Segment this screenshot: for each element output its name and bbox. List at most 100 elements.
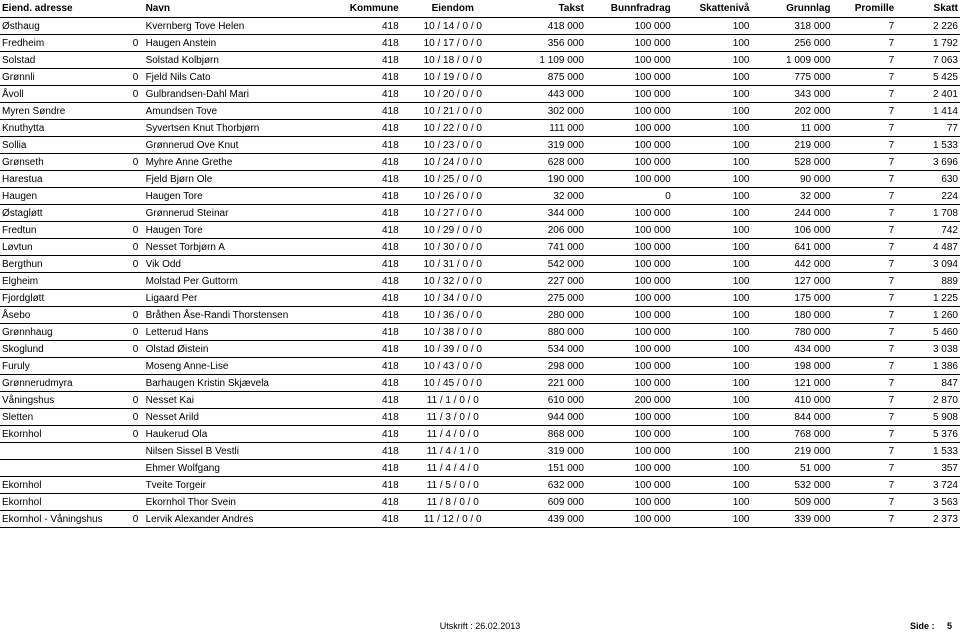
table-cell: 609 000 (505, 494, 586, 511)
table-cell: 100 (673, 460, 752, 477)
table-cell: 302 000 (505, 103, 586, 120)
table-row: HarestuaFjeld Bjørn Ole41810 / 25 / 0 / … (0, 171, 960, 188)
table-cell: 418 (343, 188, 401, 205)
property-tax-table: Eiend. adresse Navn Kommune Eiendom Taks… (0, 0, 960, 528)
table-cell: Haugen (0, 188, 127, 205)
table-cell: 1 386 (896, 358, 960, 375)
table-cell: 100 (673, 154, 752, 171)
header-skatt: Skatt (896, 0, 960, 18)
table-cell: 418 (343, 511, 401, 528)
table-row: ØstagløttGrønnerud Steinar41810 / 27 / 0… (0, 205, 960, 222)
table-cell: 10 / 18 / 0 / 0 (401, 52, 505, 69)
table-cell: 1 792 (896, 35, 960, 52)
table-cell: 10 / 38 / 0 / 0 (401, 324, 505, 341)
table-cell: 7 (833, 341, 897, 358)
table-cell: 10 / 22 / 0 / 0 (401, 120, 505, 137)
table-cell: 418 (343, 18, 401, 35)
table-cell: 641 000 (751, 239, 832, 256)
table-cell: 151 000 (505, 460, 586, 477)
table-cell: 10 / 19 / 0 / 0 (401, 69, 505, 86)
table-row: Ekornhol0Haukerud Ola41811 / 4 / 0 / 086… (0, 426, 960, 443)
table-cell: 0 (127, 222, 143, 239)
table-cell: 418 000 (505, 18, 586, 35)
table-cell: 844 000 (751, 409, 832, 426)
page-footer: Utskrift : 26.02.2013 Side : 5 (0, 621, 960, 631)
table-cell (127, 273, 143, 290)
table-cell: 244 000 (751, 205, 832, 222)
table-cell: 7 (833, 511, 897, 528)
table-row: Myren SøndreAmundsen Tove41810 / 21 / 0 … (0, 103, 960, 120)
table-cell: 11 / 3 / 0 / 0 (401, 409, 505, 426)
table-cell: 10 / 14 / 0 / 0 (401, 18, 505, 35)
table-cell: 418 (343, 409, 401, 426)
table-cell: 100 (673, 52, 752, 69)
table-cell: Nesset Kai (144, 392, 343, 409)
table-cell: 111 000 (505, 120, 586, 137)
table-cell: 100 (673, 477, 752, 494)
table-cell: 100 (673, 171, 752, 188)
table-cell: 3 696 (896, 154, 960, 171)
table-cell: 100 000 (586, 239, 673, 256)
table-cell: 100 (673, 426, 752, 443)
table-cell: 768 000 (751, 426, 832, 443)
table-cell: 11 / 8 / 0 / 0 (401, 494, 505, 511)
table-cell: Åsebo (0, 307, 127, 324)
table-cell: 3 094 (896, 256, 960, 273)
table-cell: 100 000 (586, 409, 673, 426)
table-row: EkornholTveite Torgeir41811 / 5 / 0 / 06… (0, 477, 960, 494)
table-cell: Letterud Hans (144, 324, 343, 341)
table-cell: 100 000 (586, 86, 673, 103)
table-cell: 298 000 (505, 358, 586, 375)
table-cell (127, 375, 143, 392)
table-cell: 10 / 26 / 0 / 0 (401, 188, 505, 205)
table-cell: 319 000 (505, 137, 586, 154)
table-cell: 1 708 (896, 205, 960, 222)
table-row: HaugenHaugen Tore41810 / 26 / 0 / 032 00… (0, 188, 960, 205)
table-row: Åvoll0Gulbrandsen-Dahl Mari41810 / 20 / … (0, 86, 960, 103)
table-cell: 880 000 (505, 324, 586, 341)
table-cell (127, 171, 143, 188)
table-cell: 7 (833, 375, 897, 392)
table-cell: 418 (343, 137, 401, 154)
table-cell (127, 205, 143, 222)
table-row: Nilsen Sissel B Vestli41811 / 4 / 1 / 03… (0, 443, 960, 460)
table-cell (127, 290, 143, 307)
table-cell: 100 000 (586, 460, 673, 477)
table-row: ElgheimMolstad Per Guttorm41810 / 32 / 0… (0, 273, 960, 290)
table-cell: 418 (343, 222, 401, 239)
table-cell: Grønseth (0, 154, 127, 171)
table-cell: 7 (833, 239, 897, 256)
table-cell: Molstad Per Guttorm (144, 273, 343, 290)
table-cell: 32 000 (505, 188, 586, 205)
table-cell (0, 460, 127, 477)
table-cell: Fjeld Bjørn Ole (144, 171, 343, 188)
table-cell: 418 (343, 307, 401, 324)
table-cell (0, 443, 127, 460)
table-cell: Kvernberg Tove Helen (144, 18, 343, 35)
table-cell (127, 103, 143, 120)
table-cell: 343 000 (751, 86, 832, 103)
table-cell: Østagløtt (0, 205, 127, 222)
table-cell: 100 (673, 511, 752, 528)
table-cell: 0 (127, 392, 143, 409)
table-cell: Ehmer Wolfgang (144, 460, 343, 477)
footer-utskrift: Utskrift : 26.02.2013 (8, 621, 952, 631)
table-cell: 5 425 (896, 69, 960, 86)
table-cell: 628 000 (505, 154, 586, 171)
table-cell: 227 000 (505, 273, 586, 290)
table-cell: 10 / 29 / 0 / 0 (401, 222, 505, 239)
table-cell: 418 (343, 358, 401, 375)
table-cell: Syvertsen Knut Thorbjørn (144, 120, 343, 137)
table-cell: 7 (833, 494, 897, 511)
table-cell: 418 (343, 171, 401, 188)
table-cell: 11 / 4 / 4 / 0 (401, 460, 505, 477)
table-cell: 7 (833, 35, 897, 52)
table-cell: 418 (343, 256, 401, 273)
table-cell: 100 000 (586, 324, 673, 341)
table-cell: 100 (673, 256, 752, 273)
table-cell: 418 (343, 290, 401, 307)
table-row: Skoglund0Olstad Øistein41810 / 39 / 0 / … (0, 341, 960, 358)
table-cell: Lervik Alexander Andres (144, 511, 343, 528)
header-adresse: Eiend. adresse (0, 0, 144, 18)
table-cell: 100 (673, 35, 752, 52)
